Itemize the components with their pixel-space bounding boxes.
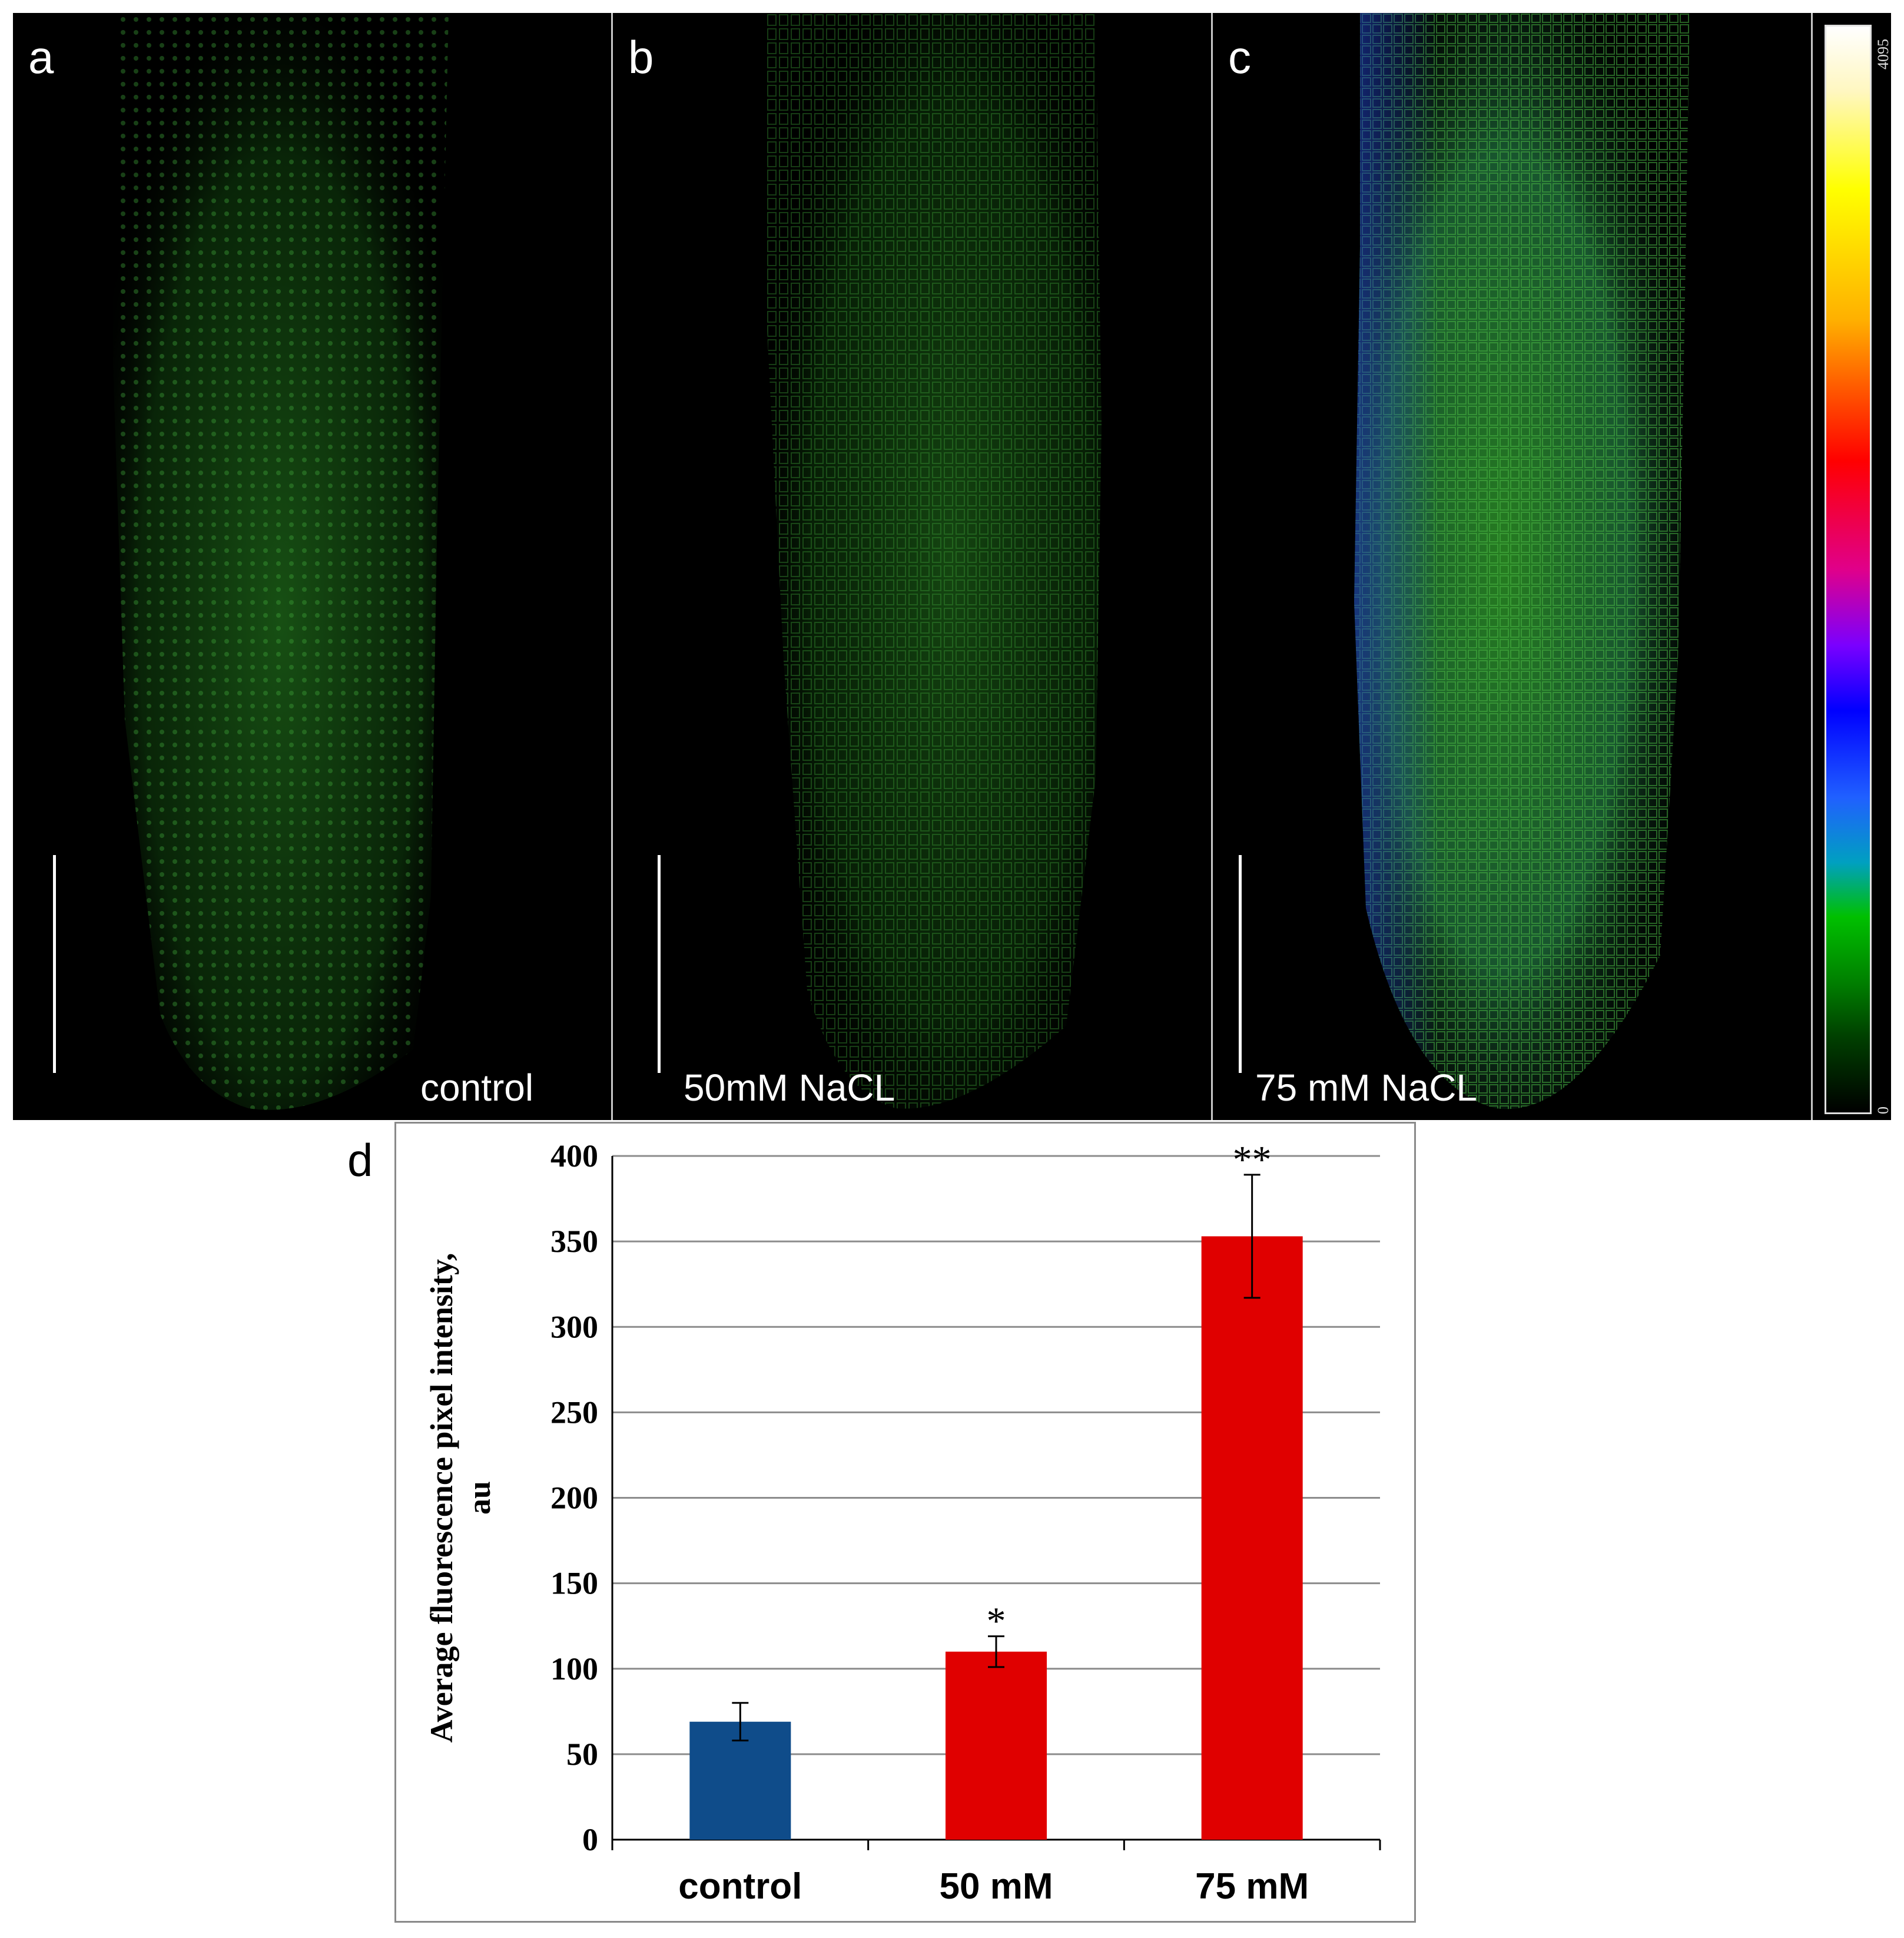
significance-marker: *: [987, 1600, 1006, 1643]
y-tick-label: 50: [566, 1737, 598, 1772]
significance-marker: **: [1233, 1138, 1272, 1181]
micrograph-panel-c: c 75 mM NaCL: [1213, 13, 1811, 1120]
panel-divider: [1811, 13, 1813, 1120]
intensity-colorbar-panel: 4095 0: [1813, 13, 1892, 1120]
micrograph-panel-a: a control: [13, 13, 611, 1120]
panel-c-caption: 75 mM NaCL: [1255, 1066, 1477, 1109]
panel-divider: [1211, 13, 1213, 1120]
y-tick-label: 300: [550, 1309, 598, 1344]
colorbar-max-label: 4095: [1875, 39, 1892, 69]
panel-a-letter: a: [28, 31, 54, 83]
y-tick-label: 350: [550, 1224, 598, 1259]
bar-chart: 0 50 100 150 200 250 300 350 400 Average fluoresc…: [424, 1138, 1381, 1907]
bar-chart-frame: 0 50 100 150 200 250 300 350 400 Average fluoresc…: [394, 1122, 1416, 1923]
intensity-colorbar: [1825, 25, 1872, 1114]
panel-divider: [611, 13, 613, 1120]
panel-c-letter: c: [1228, 31, 1251, 83]
y-tick-label: 200: [550, 1480, 598, 1516]
y-tick-label: 400: [550, 1138, 598, 1174]
bar-1: [946, 1651, 1047, 1840]
x-tick-label: 50 mM: [940, 1866, 1053, 1907]
panel-b-caption: 50mM NaCL: [684, 1066, 895, 1109]
y-axis-label: Average fluorescence pixel intensity,au: [424, 1253, 497, 1743]
x-tick-label: control: [678, 1866, 802, 1907]
root-image-control: [113, 13, 449, 1110]
scale-bar-b: [658, 855, 661, 1073]
scale-bar-c: [1239, 855, 1242, 1073]
y-tick-label: 250: [550, 1394, 598, 1430]
scale-bar-a: [53, 855, 56, 1073]
panel-b-letter: b: [628, 31, 654, 83]
root-image-75mm: [1354, 13, 1690, 1109]
x-tick-label: 75 mM: [1195, 1866, 1309, 1907]
y-tick-label: 150: [550, 1566, 598, 1601]
y-tick-label: 100: [550, 1651, 598, 1687]
micrograph-strip: a control b 50mM NaCL: [13, 13, 1892, 1120]
bar-2: [1201, 1236, 1303, 1840]
root-image-50mm: [766, 13, 1102, 1109]
panel-a-caption: control: [420, 1066, 534, 1109]
panel-d-letter: d: [347, 1134, 373, 1186]
colorbar-min-label: 0: [1875, 1107, 1892, 1114]
micrograph-panel-b: b 50mM NaCL: [613, 13, 1211, 1120]
y-tick-label: 0: [582, 1822, 598, 1857]
